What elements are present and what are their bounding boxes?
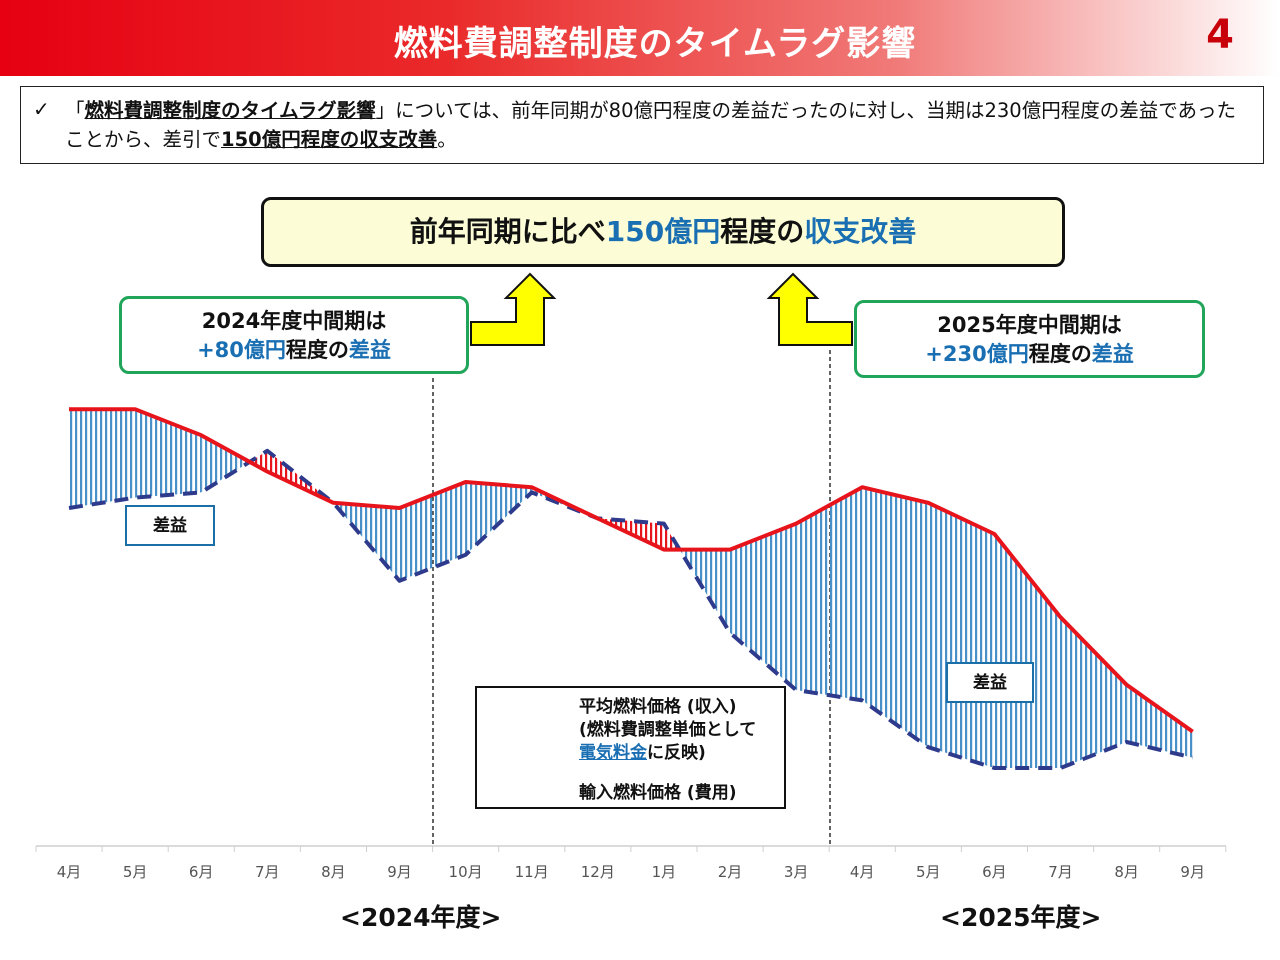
gain-area-segment: [69, 409, 136, 508]
legend-revenue-sub: (燃料費調整単価として: [579, 720, 757, 740]
x-tick-label: 6月: [982, 863, 1007, 881]
revenue-series-line: [69, 407, 1194, 734]
arrow-up-right-icon: [470, 272, 557, 346]
legend-cost: 輸入燃料価格 (費用): [579, 783, 737, 803]
loss-area-segment: [249, 450, 268, 472]
period-2024-line2: +80億円程度の差益: [122, 336, 466, 365]
x-tick-label: 9月: [1180, 863, 1205, 881]
page-number: 4: [1206, 12, 1234, 58]
summary-part1: 「: [65, 99, 85, 122]
gain-area-segment: [928, 502, 995, 768]
gain-area-segment: [1060, 617, 1127, 768]
x-tick-label: 7月: [1048, 863, 1073, 881]
summary-text: 「燃料費調整制度のタイムラグ影響」については、前年同期が80億円程度の差益だった…: [65, 96, 1255, 154]
x-tick-label: 7月: [255, 863, 280, 881]
arrow-up-left-icon: [766, 272, 853, 346]
header-bar: 燃料費調整制度のタイムラグ影響 4: [0, 0, 1280, 76]
x-tick-label: 4月: [57, 863, 82, 881]
legend-revenue: 平均燃料価格 (収入) (燃料費調整単価として 電気料金に反映): [579, 696, 756, 765]
period-2025-amount: +230億円: [925, 342, 1029, 366]
period-2024-middle: 程度の: [285, 338, 349, 362]
gain-area-segment: [1126, 684, 1193, 758]
x-tick-label: 9月: [387, 863, 412, 881]
x-tick-label: 12月: [581, 863, 615, 881]
x-tick-label: 6月: [189, 863, 214, 881]
period-2024-amount: +80億円: [197, 338, 286, 362]
gain-area-segment: [679, 549, 730, 633]
period-2024-highlight: 差益: [348, 338, 391, 362]
gain-area-segment: [201, 435, 250, 493]
legend-electricity-link: 電気料金: [579, 743, 647, 763]
gain-area-segment: [994, 534, 1061, 768]
x-tick-label: 10月: [449, 863, 483, 881]
period-box-2025: 2025年度中間期は +230億円程度の差益: [854, 300, 1205, 378]
period-box-2024: 2024年度中間期は +80億円程度の差益: [119, 296, 469, 374]
x-tick-label: 8月: [321, 863, 346, 881]
x-tick-label: 2月: [718, 863, 743, 881]
x-tick-label: 4月: [850, 863, 875, 881]
summary-box: ✓ 「燃料費調整制度のタイムラグ影響」については、前年同期が80億円程度の差益だ…: [20, 86, 1264, 164]
x-tick-label: 8月: [1114, 863, 1139, 881]
x-tick-label: 1月: [652, 863, 677, 881]
page-title: 燃料費調整制度のタイムラグ影響: [393, 24, 917, 64]
summary-part3: 」については、前年同期が80億円程度の差益だったのに対し、当期は230億円程度の…: [65, 99, 1237, 151]
period-2025-highlight: 差益: [1091, 342, 1134, 366]
x-tick-label: 3月: [784, 863, 809, 881]
period-2025-middle: 程度の: [1028, 342, 1092, 366]
legend: 平均燃料価格 (収入) (燃料費調整単価として 電気料金に反映) 輸入燃料価格 …: [475, 686, 786, 809]
summary-emphasis-result: 150億円程度の収支改善: [221, 128, 438, 151]
gain-area-segment: [862, 487, 929, 748]
cost-series-line: [68, 448, 1194, 770]
result-prefix: 前年同期に比べ: [409, 215, 606, 248]
summary-emphasis-topic: 燃料費調整制度のタイムラグ影響: [84, 99, 376, 122]
x-tick-label: 11月: [515, 863, 549, 881]
result-middle: 程度の: [720, 215, 805, 248]
result-amount: 150億円: [605, 215, 721, 248]
gain-area-segment: [135, 409, 202, 498]
gain-area-segment: [796, 487, 863, 701]
checkmark-icon: ✓: [33, 97, 50, 121]
gain-label-2024: 差益: [125, 505, 215, 546]
gain-area-segment: [399, 482, 466, 581]
legend-revenue-sub2: 電気料金に反映): [579, 742, 756, 765]
summary-part5: 。: [437, 128, 457, 151]
gain-area-segment: [730, 523, 797, 690]
result-box: 前年同期に比べ150億円程度の収支改善: [261, 197, 1065, 267]
period-2025-line1: 2025年度中間期は: [937, 313, 1122, 337]
legend-revenue-title: 平均燃料価格 (収入): [579, 697, 737, 717]
period-2024-line1: 2024年度中間期は: [201, 309, 387, 333]
x-tick-label: 5月: [916, 863, 941, 881]
legend-revenue-suffix: に反映): [647, 743, 706, 763]
period-2025-line2: +230億円程度の差益: [857, 340, 1202, 369]
fiscal-year-2024: <2024年度>: [340, 903, 502, 932]
x-tick-label: 5月: [123, 863, 148, 881]
result-highlight: 収支改善: [804, 215, 917, 248]
gain-label-2025: 差益: [946, 662, 1034, 703]
fiscal-year-2025: <2025年度>: [940, 903, 1102, 932]
